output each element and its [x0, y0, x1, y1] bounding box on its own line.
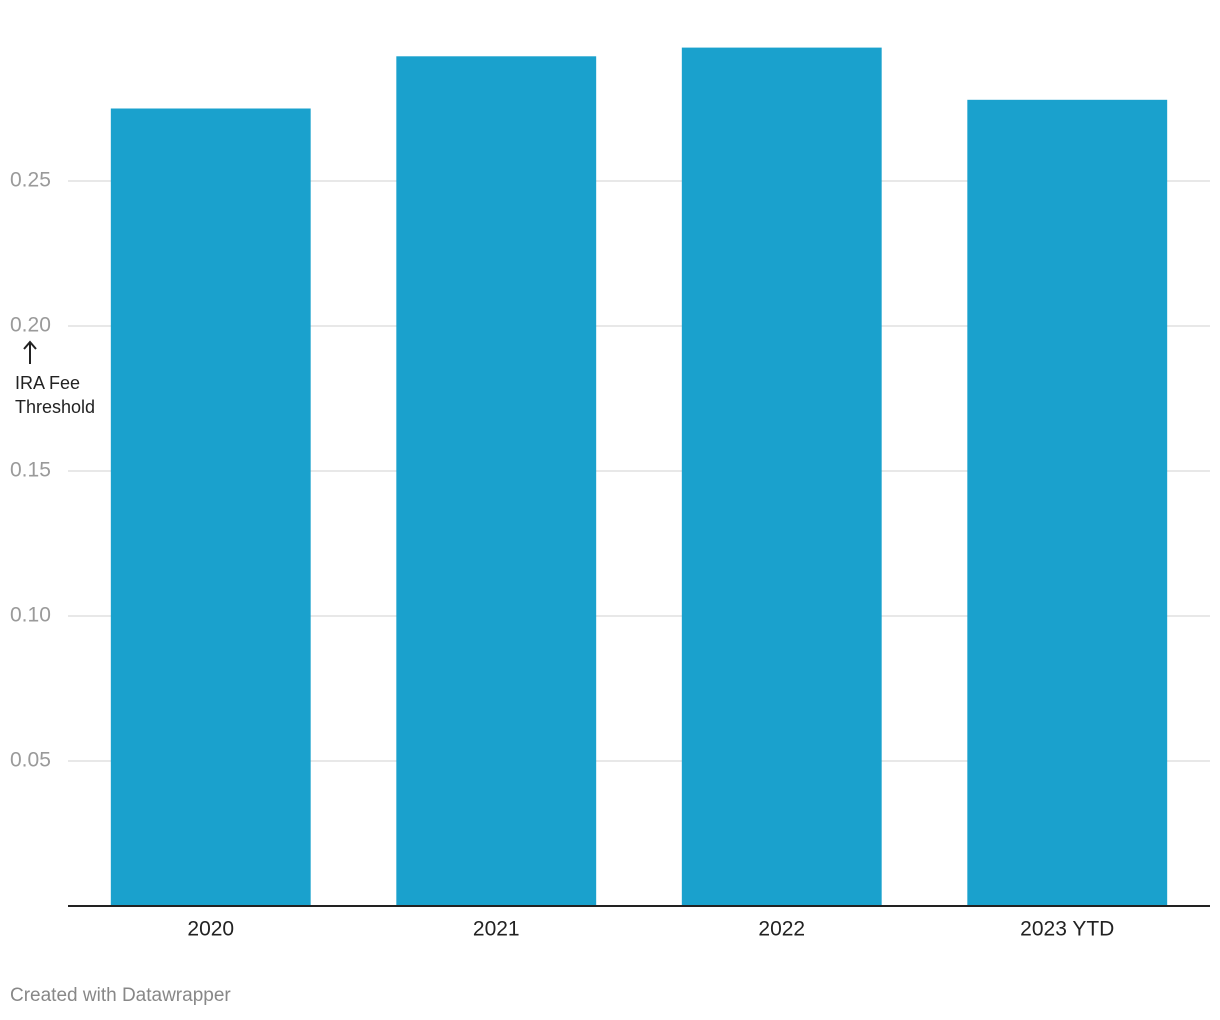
bar: [681, 47, 882, 907]
y-tick-label: 0.25: [10, 169, 51, 192]
bar: [396, 56, 597, 907]
y-tick-label: 0.10: [10, 604, 51, 627]
x-tick-label: 2023 YTD: [1020, 918, 1114, 941]
y-tick-label: 0.05: [10, 749, 51, 772]
bar: [967, 99, 1168, 907]
annotation-arrow-head: [23, 340, 37, 350]
bar: [110, 108, 311, 906]
y-tick-label: 0.20: [10, 314, 51, 337]
x-tick-label: 2021: [473, 918, 520, 941]
annotation: IRA Fee Threshold: [15, 373, 96, 417]
x-tick-label: 2020: [187, 918, 234, 941]
footer: Created with Datawrapper: [10, 985, 231, 1006]
y-tick-label: 0.15: [10, 459, 51, 482]
x-tick-label: 2022: [758, 918, 805, 941]
